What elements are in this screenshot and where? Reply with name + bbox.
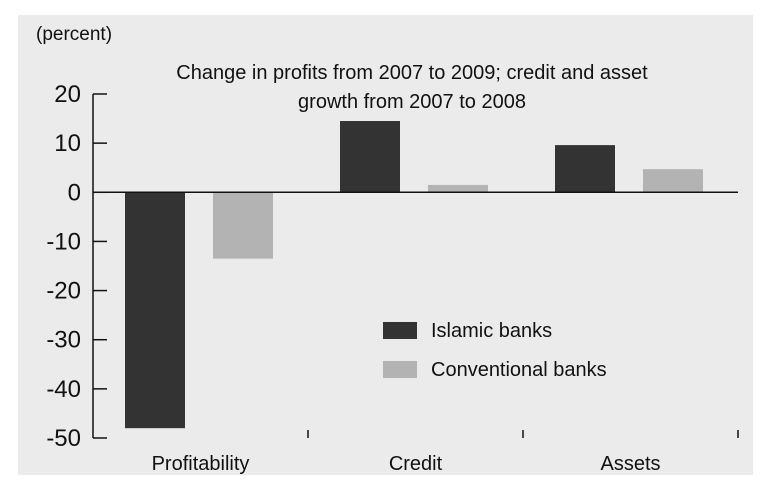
y-tick-label: -20 [46,278,81,305]
bar-conventional-assets [643,169,703,193]
y-tick-label: 0 [68,179,81,206]
y-tick-label: -40 [46,376,81,403]
category-label: Assets [600,453,660,475]
legend-swatch-islamic [383,322,417,339]
legend-swatch-conventional [383,361,417,378]
bar-islamic-credit [340,121,400,193]
y-tick-label: -30 [46,327,81,354]
y-tick-label: -50 [46,425,81,452]
category-label: Profitability [152,453,250,475]
y-tick-label: 10 [54,130,81,157]
chart-title-line-1: Change in profits from 2007 to 2009; cre… [176,62,648,84]
chart-title-line-2: growth from 2007 to 2008 [298,91,526,113]
y-tick-label: -10 [46,228,81,255]
y-tick-label: 20 [54,81,81,108]
legend-label: Conventional banks [431,359,607,381]
bar-conventional-profitability [213,192,273,259]
legend-label: Islamic banks [431,320,552,342]
bar-conventional-credit [428,184,488,193]
bar-islamic-assets [555,145,615,193]
bar-islamic-profitability [125,192,185,429]
category-label: Credit [389,453,443,475]
unit-label: (percent) [36,24,112,45]
